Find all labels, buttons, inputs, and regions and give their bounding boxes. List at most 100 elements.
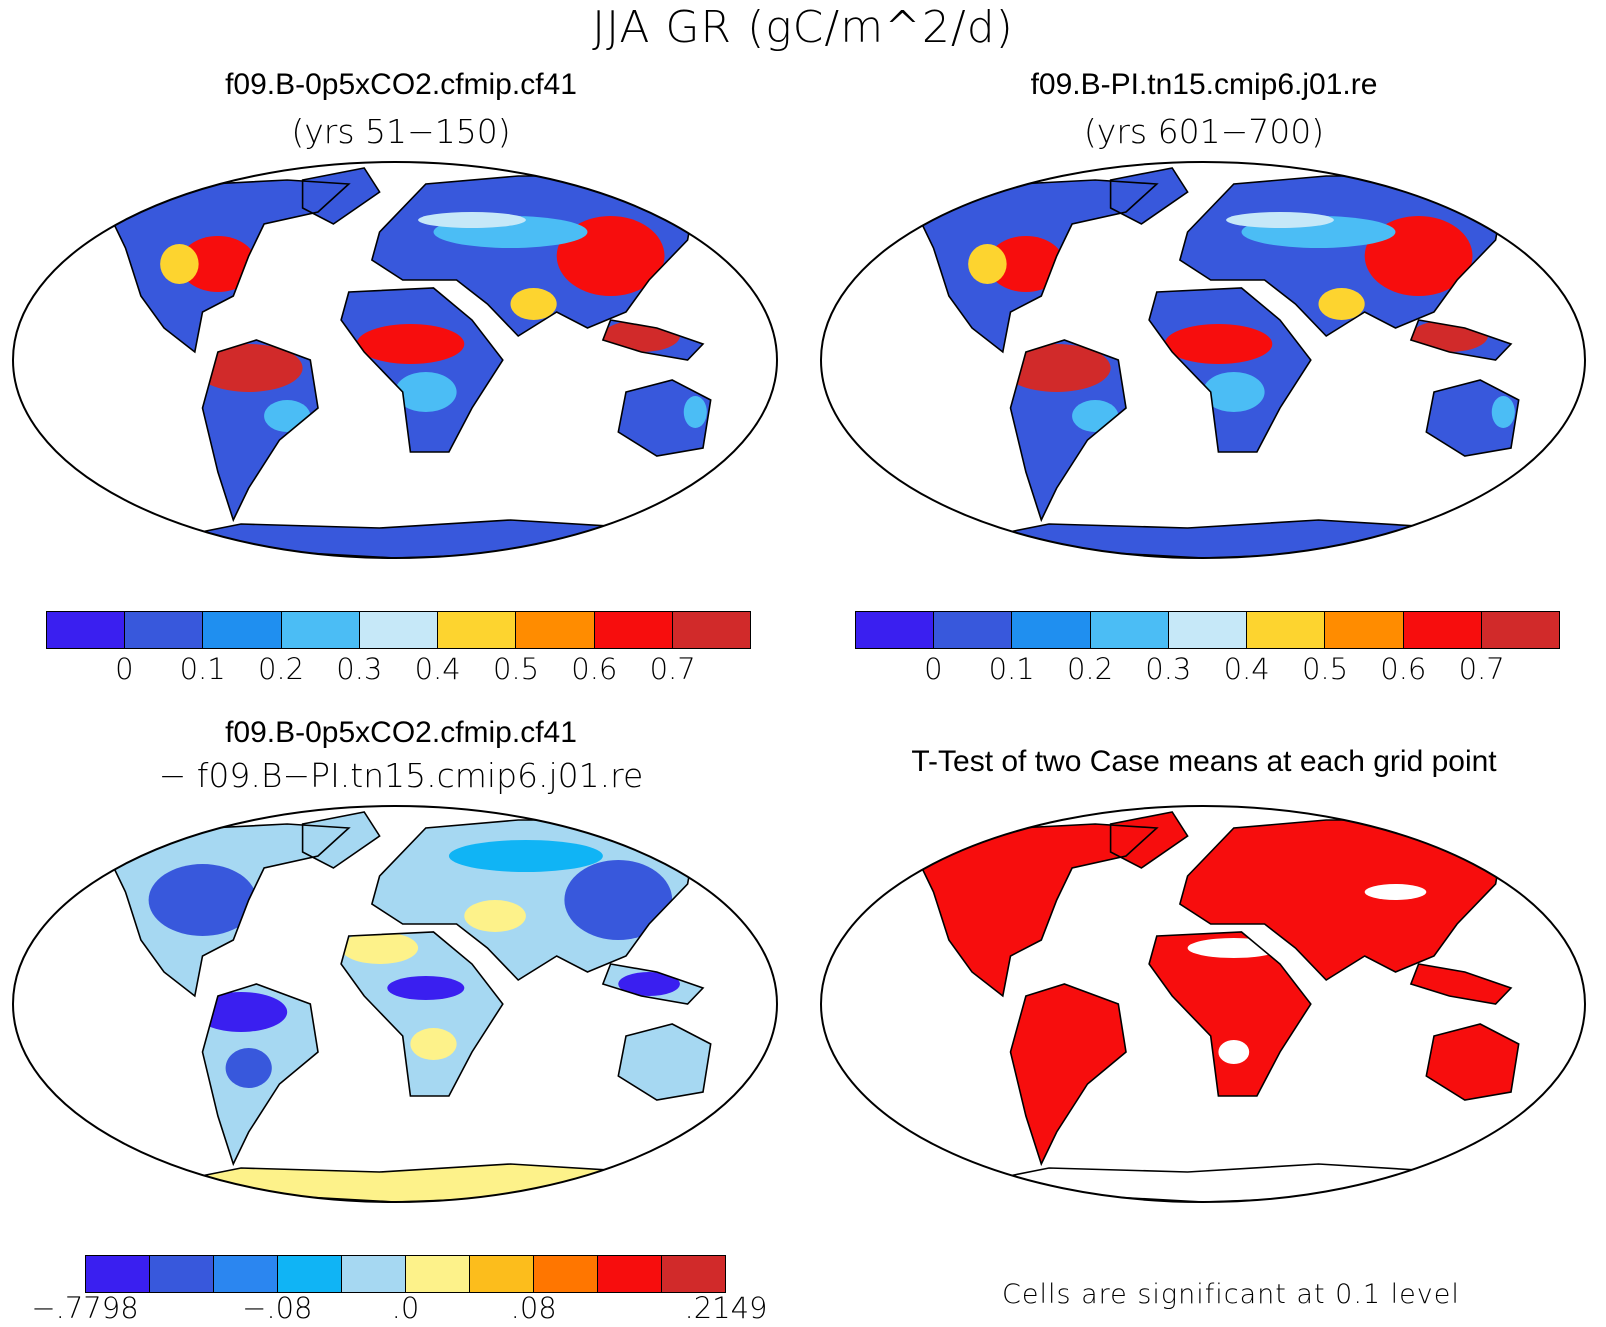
- colorbar-swatch: [1090, 612, 1169, 648]
- map-border: [820, 805, 1586, 1203]
- mid-gr-us-plains: [160, 244, 199, 284]
- colorbar-swatch: [438, 612, 517, 648]
- coastline-seAsia: [601, 319, 705, 361]
- map-case1-svg: [12, 161, 778, 559]
- colorbar-swatch: [1168, 612, 1248, 648]
- map-border: [12, 161, 778, 559]
- high-gr-congo: [356, 324, 465, 364]
- mid-gr-south-africa: [1203, 372, 1265, 412]
- coastline-greenland: [301, 811, 381, 869]
- map-panel-ttest: [818, 804, 1588, 1204]
- colorbar-swatch: [470, 1256, 534, 1292]
- ttest-footnote: Cells are significant at 0.1 level: [1002, 1279, 1460, 1310]
- colorbar-tick-label: 0.5: [1301, 652, 1349, 686]
- colorbar-tick-label: .0: [391, 1291, 420, 1325]
- coastline-southAmerica: [201, 983, 319, 1167]
- high-gr-east-us: [179, 236, 257, 292]
- near-zero-southern-africa: [410, 1028, 457, 1060]
- colorbar-case1-labels: 0 0.1 0.2 0.3 0.4 0.5 0.6 0.7: [46, 652, 751, 688]
- mid-gr-europe: [418, 212, 526, 228]
- coastline-australia: [1425, 379, 1520, 457]
- coastline-seAsia: [1409, 319, 1513, 361]
- decrease-east-asia: [564, 860, 673, 940]
- map-ttest-svg: [820, 805, 1586, 1203]
- coastline-northAmerica: [917, 179, 1159, 354]
- mid-gr-east-australia: [1491, 396, 1515, 428]
- decrease-eurasia: [448, 840, 603, 872]
- map-panel-difference: [10, 804, 780, 1204]
- high-gr-east-us: [987, 236, 1065, 292]
- colorbar-swatch: [594, 612, 673, 648]
- colorbar-tick-label: 0: [924, 652, 943, 686]
- coastline-southAmerica: [1009, 983, 1127, 1167]
- colorbar-swatch: [934, 612, 1013, 648]
- decrease-south-america: [225, 1048, 272, 1088]
- colorbar-tick-label: 0.4: [414, 652, 461, 686]
- high-gr-amazon: [1002, 344, 1111, 392]
- high-gr-congo: [1164, 324, 1273, 364]
- map-panel-case2: [818, 160, 1588, 560]
- coastline-seAsia: [1409, 963, 1513, 1005]
- colorbar-tick-label: −.7798: [31, 1291, 139, 1325]
- colorbar-case1: [46, 611, 751, 649]
- colorbar-swatch: [86, 1256, 150, 1292]
- panel-title-bottom-right: T-Test of two Case means at each grid po…: [911, 745, 1497, 778]
- colorbar-tick-label: 0.6: [571, 652, 618, 686]
- panel-subtitle-top-left: (yrs 51−150): [291, 112, 511, 151]
- colorbar-swatch: [150, 1256, 214, 1292]
- colorbar-swatch: [125, 612, 204, 648]
- panel-subtitle-top-right: (yrs 601−700): [1083, 112, 1325, 151]
- colorbar-swatch: [856, 612, 935, 648]
- mid-gr-europe: [1226, 212, 1334, 228]
- colorbar-tick-label: 0.4: [1223, 652, 1270, 686]
- coastline-seAsia: [601, 963, 705, 1005]
- colorbar-tick-label: 0.3: [336, 652, 383, 686]
- near-zero-sahara: [341, 932, 419, 964]
- decrease-se-asia: [618, 972, 680, 996]
- colorbar-difference-labels: −.7798 −.08 .0 .08 .2149: [31, 1291, 767, 1327]
- colorbar-swatch: [1481, 612, 1559, 648]
- coastline-southAmerica: [201, 339, 319, 523]
- coastlines: [917, 167, 1520, 558]
- colorbar-tick-label: 0.1: [179, 652, 226, 686]
- colorbar-tick-label: 0.2: [257, 652, 305, 686]
- colorbar-swatch: [534, 1256, 598, 1292]
- coastline-greenland: [301, 167, 381, 225]
- coastline-greenland: [1109, 167, 1189, 225]
- map-panel-case1: [10, 160, 780, 560]
- colorbar-swatch: [662, 1256, 725, 1292]
- colorbar-tick-label: 0.2: [1066, 652, 1114, 686]
- colorbar-swatch: [281, 612, 360, 648]
- coastline-greenland: [1109, 811, 1189, 869]
- colorbar-swatch: [203, 612, 282, 648]
- near-zero-middle-east: [464, 900, 526, 932]
- colorbar-tick-label: .08: [510, 1291, 557, 1325]
- coastline-africa: [1148, 931, 1312, 1097]
- map-difference-svg: [12, 805, 778, 1203]
- colorbar-tick-label: −.08: [242, 1291, 313, 1325]
- mid-gr-india: [510, 288, 557, 320]
- coastline-africa: [340, 931, 504, 1097]
- coastline-africa: [340, 287, 504, 453]
- colorbar-swatch: [406, 1256, 470, 1292]
- colorbar-swatch: [359, 612, 439, 648]
- colorbar-case2-labels: 0 0.1 0.2 0.3 0.4 0.5 0.6 0.7: [855, 652, 1560, 688]
- colorbar-difference: [85, 1255, 726, 1293]
- map-border: [820, 161, 1586, 559]
- colorbar-tick-label: 0.7: [649, 652, 696, 686]
- colorbar-swatch: [214, 1256, 278, 1292]
- coastline-northAmerica: [109, 179, 351, 354]
- decrease-central-africa: [387, 976, 465, 1000]
- colorbar-tick-label: 0.3: [1145, 652, 1192, 686]
- panel-title-bottom-left: f09.B-0p5xCO2.cfmip.cf41: [225, 716, 577, 749]
- colorbar-swatch: [1012, 612, 1091, 648]
- mid-gr-south-africa: [395, 372, 457, 412]
- coastline-northAmerica: [109, 823, 351, 998]
- colorbar-swatch: [1403, 612, 1482, 648]
- decrease-north-america: [148, 864, 257, 936]
- map-case2-svg: [820, 161, 1586, 559]
- coastline-southAmerica: [1009, 339, 1127, 523]
- map-border: [12, 805, 778, 1203]
- mid-gr-us-plains: [968, 244, 1007, 284]
- decrease-amazon: [194, 992, 288, 1032]
